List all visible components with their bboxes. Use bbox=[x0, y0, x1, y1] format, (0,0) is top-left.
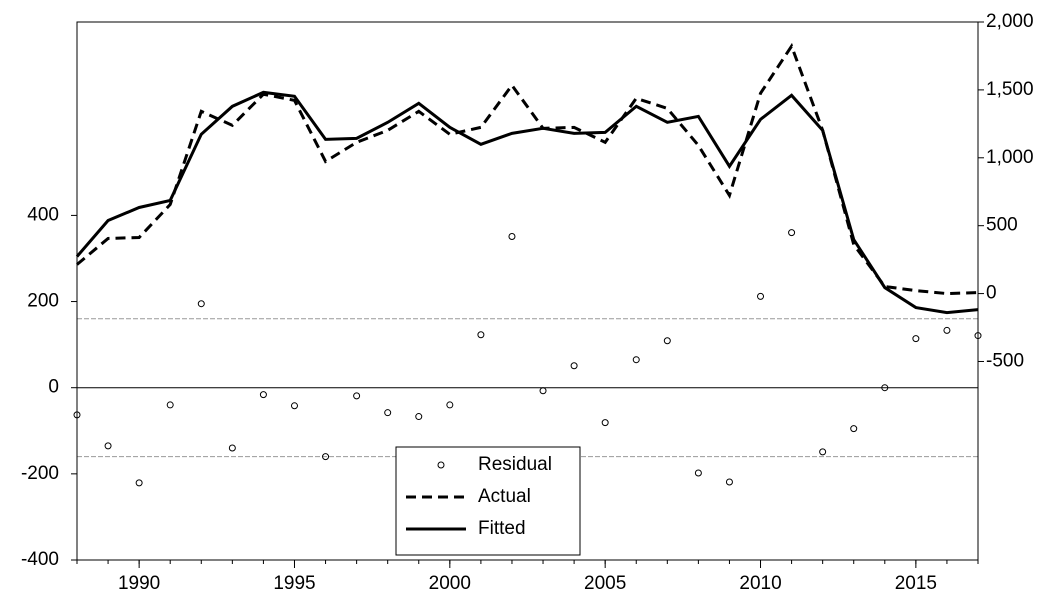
residual-point bbox=[290, 402, 298, 410]
series-line bbox=[75, 90, 979, 315]
x-tick-label: 1990 bbox=[118, 573, 160, 594]
residual-point bbox=[446, 401, 454, 409]
legend-box bbox=[395, 446, 581, 556]
y-tick-label: 400 bbox=[27, 204, 59, 225]
x-tick-label: 2005 bbox=[584, 573, 626, 594]
residual-point bbox=[570, 362, 578, 370]
residual-point bbox=[508, 233, 516, 241]
x-tick-label: 2010 bbox=[739, 573, 781, 594]
residual-point bbox=[912, 335, 920, 343]
y-tick-label: -400 bbox=[21, 549, 59, 570]
x-tick-label: 1995 bbox=[273, 573, 315, 594]
residual-point bbox=[601, 419, 609, 427]
x-tick-label: 2000 bbox=[429, 573, 471, 594]
y2-tick-label: 1,000 bbox=[986, 147, 1034, 168]
x-tick-label: 2015 bbox=[895, 573, 937, 594]
residual-point bbox=[881, 384, 889, 392]
residual-point bbox=[384, 409, 392, 417]
legend-label: Actual bbox=[478, 486, 531, 507]
series-line bbox=[76, 42, 979, 296]
y-tick-label: 200 bbox=[27, 291, 59, 312]
legend-marker bbox=[437, 461, 445, 469]
y-tick-label: -200 bbox=[21, 463, 59, 484]
y-tick-label: 0 bbox=[48, 377, 59, 398]
plot-frame bbox=[76, 21, 979, 561]
y2-tick-label: 2,000 bbox=[986, 11, 1034, 32]
residual-point bbox=[663, 337, 671, 345]
y2-tick-label: 0 bbox=[986, 283, 997, 304]
legend-label: Fitted bbox=[478, 518, 526, 539]
residual-point bbox=[850, 425, 858, 433]
residual-point bbox=[259, 391, 267, 399]
y2-tick-label: -500 bbox=[986, 350, 1024, 371]
residual-point bbox=[819, 448, 827, 456]
residual-point bbox=[477, 331, 485, 339]
residual-point bbox=[943, 326, 951, 334]
residual-point bbox=[788, 229, 796, 237]
residual-point bbox=[228, 444, 236, 452]
residual-point bbox=[166, 401, 174, 409]
residual-point bbox=[539, 387, 547, 395]
residual-point bbox=[415, 413, 423, 421]
residual-point bbox=[104, 442, 112, 450]
residual-point bbox=[197, 300, 205, 308]
y2-tick-label: 1,500 bbox=[986, 79, 1034, 100]
residual-point bbox=[135, 479, 143, 487]
residual-point bbox=[632, 356, 640, 364]
residual-point bbox=[694, 469, 702, 477]
residual-point bbox=[725, 478, 733, 486]
residual-point bbox=[322, 453, 330, 461]
y2-tick-label: 500 bbox=[986, 215, 1018, 236]
residual-point bbox=[757, 292, 765, 300]
legend-label: Residual bbox=[478, 454, 552, 475]
residual-point bbox=[353, 392, 361, 400]
